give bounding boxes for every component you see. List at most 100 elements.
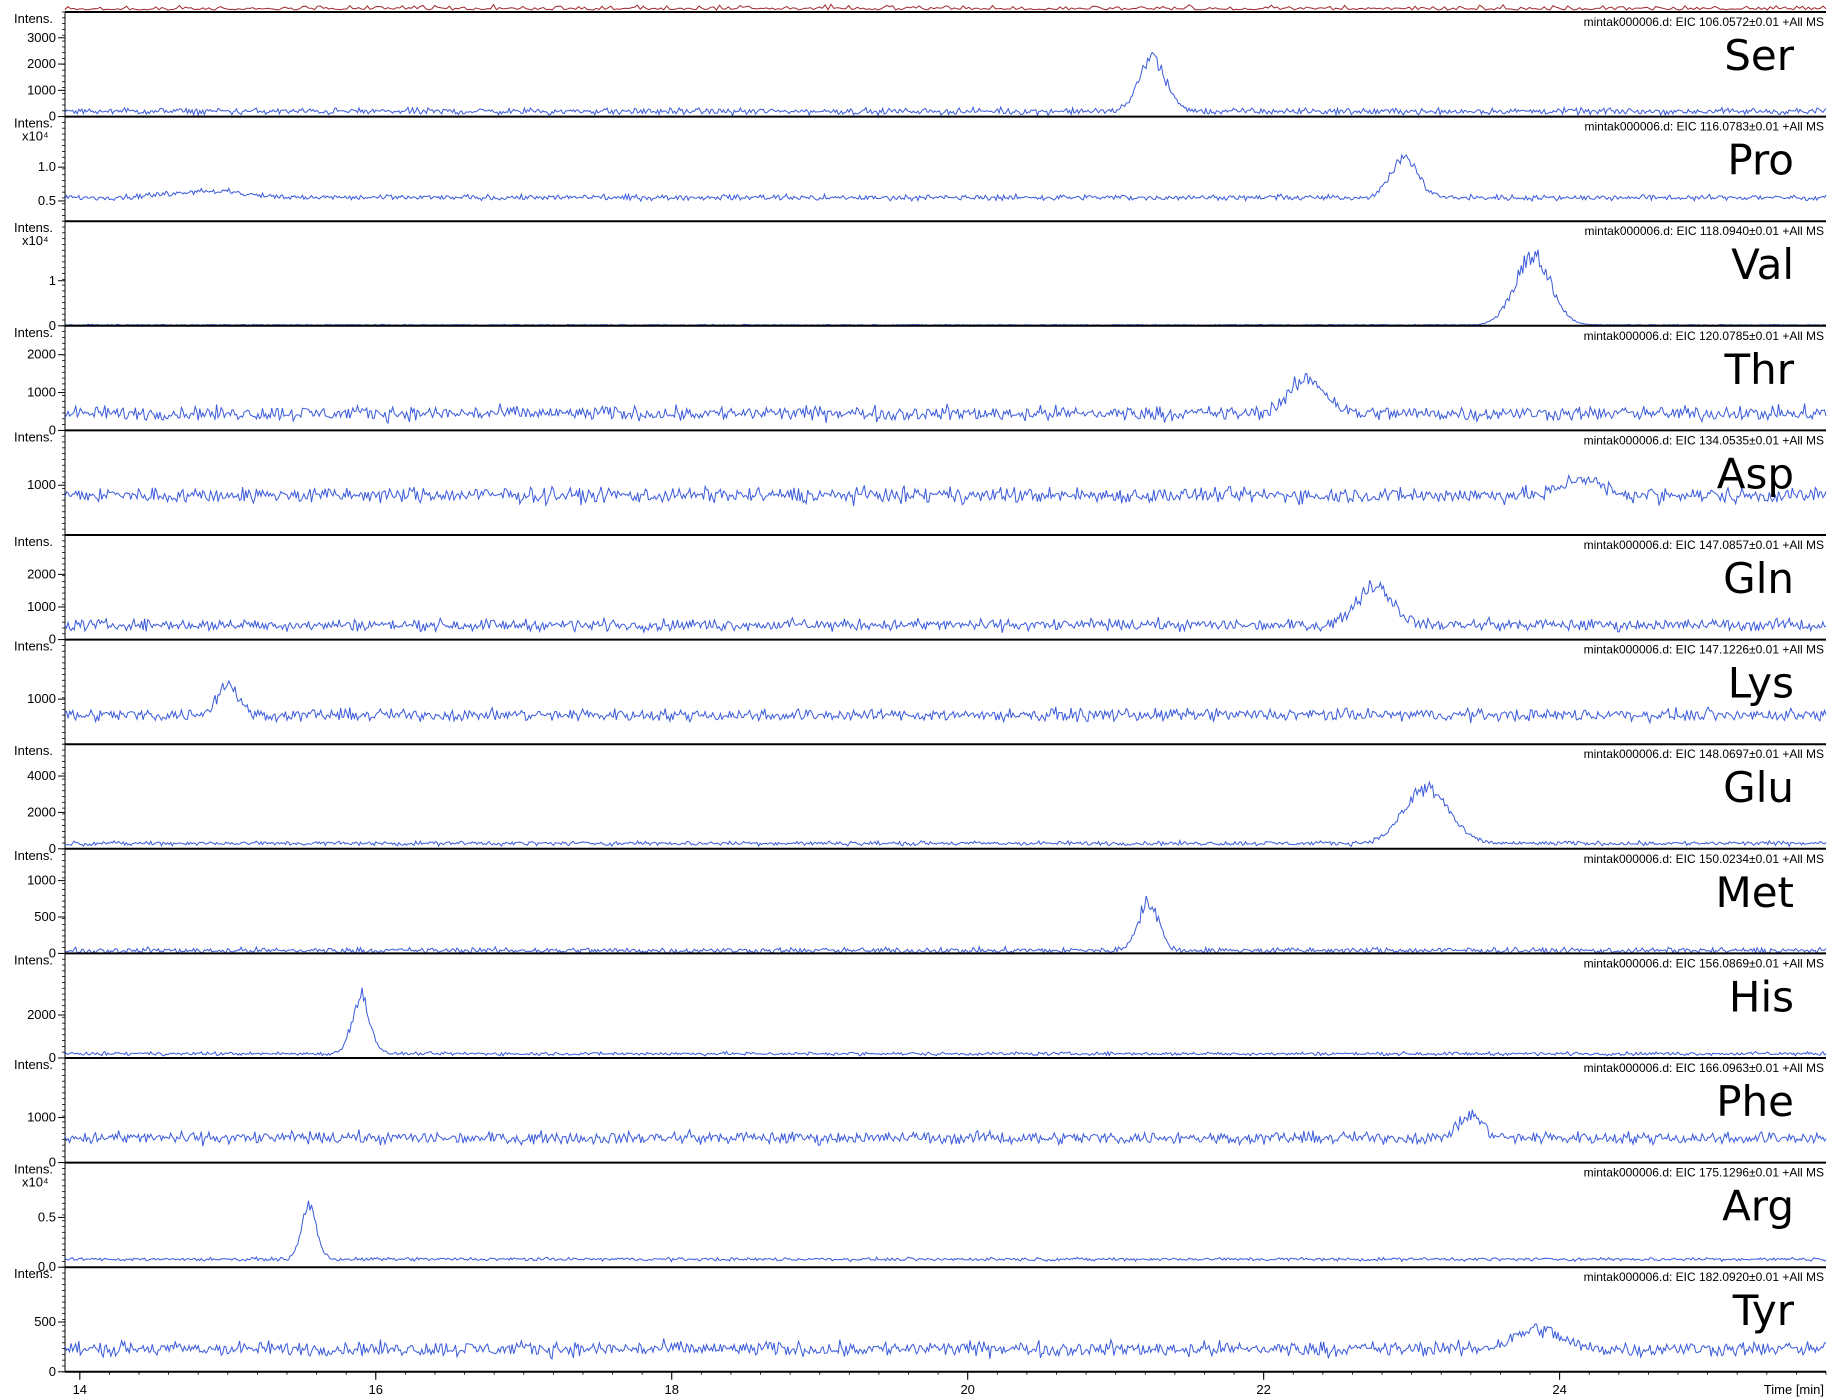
y-axis-label: Intens. [14, 11, 53, 26]
amino-acid-label: His [1729, 972, 1794, 1021]
trace-header: mintak000006.d: EIC 175.1296±0.01 +All M… [1584, 1166, 1824, 1180]
panel-asp: Intens. 1000 mintak000006.d: EIC 134.0535±… [14, 429, 1827, 536]
panel-met: Intens. 0 500 1000 mintak000006.d: EIC 150.0… [14, 847, 1827, 960]
y-tick-label: 4000 [27, 768, 56, 783]
eic-trace-asp [64, 473, 1827, 507]
trace-header: mintak000006.d: EIC 147.0857±0.01 +All M… [1584, 538, 1824, 552]
trace-header: mintak000006.d: EIC 116.0783±0.01 +All M… [1584, 120, 1824, 134]
y-tick-label: 1000 [27, 873, 56, 888]
y-tick-label: 0.5 [38, 193, 56, 208]
x-tick-label: 22 [1256, 1382, 1270, 1397]
eic-trace-phe [64, 1109, 1827, 1147]
y-tick-label: 0 [49, 841, 56, 856]
x-tick-label: 16 [369, 1382, 383, 1397]
panel-his: Intens. 0 2000 mintak000006.d: EIC 156.0869… [14, 952, 1827, 1065]
y-tick-label: 0.0 [38, 1259, 56, 1274]
y-axis-label: Intens. [14, 534, 53, 549]
y-tick-label: 1000 [27, 82, 56, 97]
y-tick-label: 0 [49, 318, 56, 333]
y-tick-label: 0 [49, 632, 56, 647]
y-tick-label: 1 [49, 273, 56, 288]
trace-header: mintak000006.d: EIC 156.0869±0.01 +All M… [1584, 956, 1824, 970]
y-axis-label: Intens. [14, 639, 53, 654]
y-tick-label: 3000 [27, 30, 56, 45]
panel-lys: Intens. 1000 mintak000006.d: EIC 147.1226±… [14, 638, 1827, 745]
eic-trace-gln [64, 580, 1827, 634]
amino-acid-label: Thr [1723, 345, 1794, 394]
eic-trace-glu [64, 780, 1827, 848]
y-tick-label: 0.5 [38, 1209, 56, 1224]
eic-trace-val [64, 249, 1827, 327]
panel-val: Intens.x10⁴ 0 1 mintak000006.d: EIC 118.094… [14, 220, 1827, 333]
y-axis-label: Intens. [14, 1057, 53, 1072]
panel-ser: Intens. 0 1000 2000 3000 mintak000006.d: EIC … [14, 11, 1827, 124]
amino-acid-label: Phe [1716, 1077, 1794, 1126]
y-tick-label: 2000 [27, 1007, 56, 1022]
y-axis-label: Intens. [14, 1162, 53, 1177]
y-tick-label: 500 [34, 909, 56, 924]
y-tick-label: 1000 [27, 1110, 56, 1125]
amino-acid-label: Lys [1728, 659, 1794, 708]
panel-tyr: Intens. 0 500 mintak000006.d: EIC 182.0920±… [14, 1266, 1827, 1379]
cropped-trace [64, 3, 1827, 11]
y-scale-label: x10⁴ [22, 1175, 49, 1190]
y-axis-label: Intens. [14, 1266, 53, 1281]
y-scale-label: x10⁴ [22, 233, 49, 248]
trace-header: mintak000006.d: EIC 148.0697±0.01 +All M… [1584, 747, 1824, 761]
eic-trace-tyr [64, 1323, 1827, 1361]
y-tick-label: 1000 [27, 599, 56, 614]
amino-acid-label: Arg [1722, 1182, 1794, 1231]
eic-trace-thr [64, 373, 1827, 425]
trace-header: mintak000006.d: EIC 134.0535±0.01 +All M… [1584, 433, 1824, 447]
x-axis: 14 16 18 20 22 24 Time [min] [65, 1370, 1827, 1397]
x-tick-label: 14 [73, 1382, 87, 1397]
panel-glu: Intens. 0 2000 4000 mintak000006.d: EIC 148.… [14, 743, 1827, 856]
x-tick-label: 20 [960, 1382, 974, 1397]
trace-header: mintak000006.d: EIC 166.0963±0.01 +All M… [1584, 1061, 1824, 1075]
y-tick-label: 0 [49, 1364, 56, 1379]
y-tick-label: 1.0 [38, 159, 56, 174]
y-tick-label: 0 [49, 1050, 56, 1065]
panel-thr: Intens. 0 1000 2000 mintak000006.d: EIC 120.… [14, 324, 1827, 437]
trace-header: mintak000006.d: EIC 150.0234±0.01 +All M… [1584, 852, 1824, 866]
y-tick-label: 2000 [27, 804, 56, 819]
y-axis-label: Intens. [14, 220, 53, 235]
y-tick-label: 2000 [27, 566, 56, 581]
amino-acid-label: Glu [1723, 763, 1794, 812]
amino-acid-label: Gln [1723, 554, 1794, 603]
y-axis-label: Intens. [14, 429, 53, 444]
y-axis-label: Intens. [14, 116, 53, 131]
amino-acid-label: Asp [1717, 449, 1794, 498]
panel-gln: Intens. 0 1000 2000 mintak000006.d: EIC 147.… [14, 534, 1827, 647]
amino-acid-label: Val [1731, 240, 1794, 289]
y-tick-label: 0 [49, 422, 56, 437]
y-tick-label: 1000 [27, 385, 56, 400]
trace-header: mintak000006.d: EIC 147.1226±0.01 +All M… [1584, 643, 1824, 657]
eic-trace-his [64, 987, 1827, 1057]
y-tick-label: 1000 [27, 691, 56, 706]
x-tick-label: 18 [664, 1382, 678, 1397]
y-scale-label: x10⁴ [22, 129, 49, 144]
y-tick-label: 0 [49, 945, 56, 960]
panel-phe: Intens. 0 1000 mintak000006.d: EIC 166.0963… [14, 1057, 1827, 1170]
y-axis-label: Intens. [14, 743, 53, 758]
amino-acid-label: Met [1715, 868, 1794, 917]
y-tick-label: 0 [49, 109, 56, 124]
x-tick-label: 24 [1552, 1382, 1566, 1397]
eic-trace-lys [64, 679, 1827, 725]
trace-header: mintak000006.d: EIC 120.0785±0.01 +All M… [1584, 329, 1824, 343]
eic-trace-arg [64, 1200, 1827, 1263]
x-axis-label: Time [min] [1764, 1382, 1824, 1397]
y-tick-label: 2000 [27, 347, 56, 362]
eic-trace-met [64, 895, 1827, 956]
y-axis-label: Intens. [14, 325, 53, 340]
amino-acid-label: Pro [1727, 136, 1794, 185]
y-axis-label: Intens. [14, 848, 53, 863]
y-axis-label: Intens. [14, 952, 53, 967]
trace-header: mintak000006.d: EIC 106.0572±0.01 +All M… [1584, 15, 1824, 29]
y-tick-label: 1000 [27, 477, 56, 492]
eic-trace-ser [64, 51, 1827, 118]
y-tick-label: 500 [34, 1314, 56, 1329]
